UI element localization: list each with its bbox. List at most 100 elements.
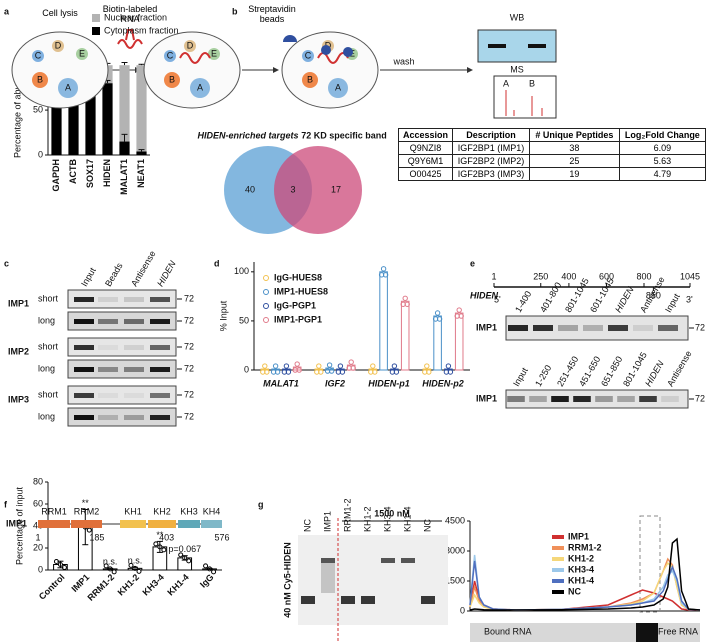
x-tick-label: SOX17 (85, 159, 95, 188)
legend-swatch (552, 557, 564, 561)
concentration-label: 1500 nM (374, 508, 410, 518)
domain-label: RRM2 (74, 506, 100, 516)
bar (314, 368, 324, 371)
data-point (337, 363, 344, 369)
lane-label: Input (79, 265, 98, 288)
blot-band (74, 393, 94, 398)
venn-title: 72 KD specific band (301, 130, 387, 140)
region-label: Bound RNA (484, 626, 532, 636)
blot-band (98, 319, 118, 324)
data-point (318, 369, 324, 375)
data-point (458, 313, 464, 319)
blot-band (150, 297, 170, 302)
data-point (285, 369, 292, 375)
protein-label: C (35, 50, 42, 60)
protein (184, 40, 196, 52)
data-point (348, 359, 354, 365)
blot-band (74, 319, 94, 324)
probe-label: 40 nM Cy5-HIDEN (282, 542, 292, 618)
data-point (203, 563, 209, 569)
position-label: 403 (159, 532, 174, 542)
x-tick-label: IGF2 (325, 378, 345, 388)
legend-label: Nuclear fraction (104, 12, 167, 22)
bar (379, 271, 388, 371)
lane-label: Input (663, 291, 682, 314)
lane-label: KH1-4 (402, 506, 412, 532)
blot-band (551, 396, 569, 402)
bead (343, 47, 353, 57)
table-row: Q9NZI8 IGF2BP1 (IMP1) 38 6.09 (398, 141, 707, 155)
protein-label: IMP1 (6, 518, 27, 528)
protein-label: E (211, 48, 217, 58)
legend-swatch (552, 568, 564, 572)
blot (67, 359, 177, 379)
blot-band (74, 367, 94, 372)
y-tick-label: 0 (38, 564, 43, 574)
blot (505, 389, 689, 409)
bar-segment (119, 65, 130, 142)
domain-label: KH1 (124, 506, 142, 516)
bar (444, 368, 453, 371)
ms-box (493, 75, 557, 119)
y-tick-label: 0 (460, 605, 465, 615)
blot-band (533, 325, 553, 331)
data-point (393, 369, 400, 375)
y-tick-label: 50 (33, 104, 43, 114)
blot-band (124, 297, 144, 302)
y-tick-label: 60 (33, 498, 43, 508)
protein (164, 72, 180, 88)
blot-band (573, 396, 591, 402)
x-tick-label: HIDEN-p1 (368, 378, 410, 388)
blot-band (74, 345, 94, 350)
protein-label: A (65, 82, 71, 92)
protein (190, 78, 210, 98)
protein (208, 48, 220, 60)
blot-band (124, 319, 144, 324)
lane-label: 601-1045 (588, 276, 616, 314)
domain (38, 520, 70, 528)
data-point (328, 368, 335, 374)
gel (298, 535, 448, 625)
y-tick-label: 0 (244, 364, 249, 374)
gel-band (381, 558, 395, 563)
data-point (456, 307, 462, 313)
legend-marker (263, 275, 269, 281)
legend-swatch (552, 579, 564, 583)
bound-rna (179, 52, 211, 64)
data-point (436, 316, 443, 322)
wb-band (488, 44, 506, 48)
lane-label: 1-250 (533, 363, 553, 388)
domain (201, 520, 222, 528)
blot-band (661, 396, 679, 402)
blot-label: WB (510, 12, 525, 22)
map-tick-label: 850 (646, 290, 661, 300)
exposure-label: short (38, 293, 59, 303)
y-tick-label: 40 (33, 520, 43, 530)
significance: p=0.067 (168, 544, 201, 554)
significance: n.s. (103, 557, 118, 567)
data-point (391, 363, 398, 369)
protein (32, 72, 48, 88)
protein (302, 50, 314, 62)
domain (120, 520, 146, 528)
protein-label: C (305, 50, 312, 60)
bar (390, 368, 399, 371)
table-cell: 19 (529, 167, 620, 181)
blot (67, 311, 177, 331)
domain-label: KH2 (153, 506, 171, 516)
x-tick-label: HIDEN (102, 159, 112, 187)
bead-icon (283, 35, 297, 42)
legend-label: KH1-4 (568, 575, 594, 585)
data-point (294, 361, 300, 367)
bar (422, 368, 432, 371)
panel-letter: f (4, 499, 8, 509)
table-cell: 4.79 (618, 167, 707, 181)
data-point (380, 266, 387, 272)
position-label: 1 (35, 532, 40, 542)
blot-band (529, 396, 547, 402)
data-point (272, 363, 279, 369)
lane-label: HIDEN (643, 359, 666, 389)
legend-label: IMP1-HUES8 (274, 286, 328, 296)
marker-label: 72 (184, 293, 194, 303)
